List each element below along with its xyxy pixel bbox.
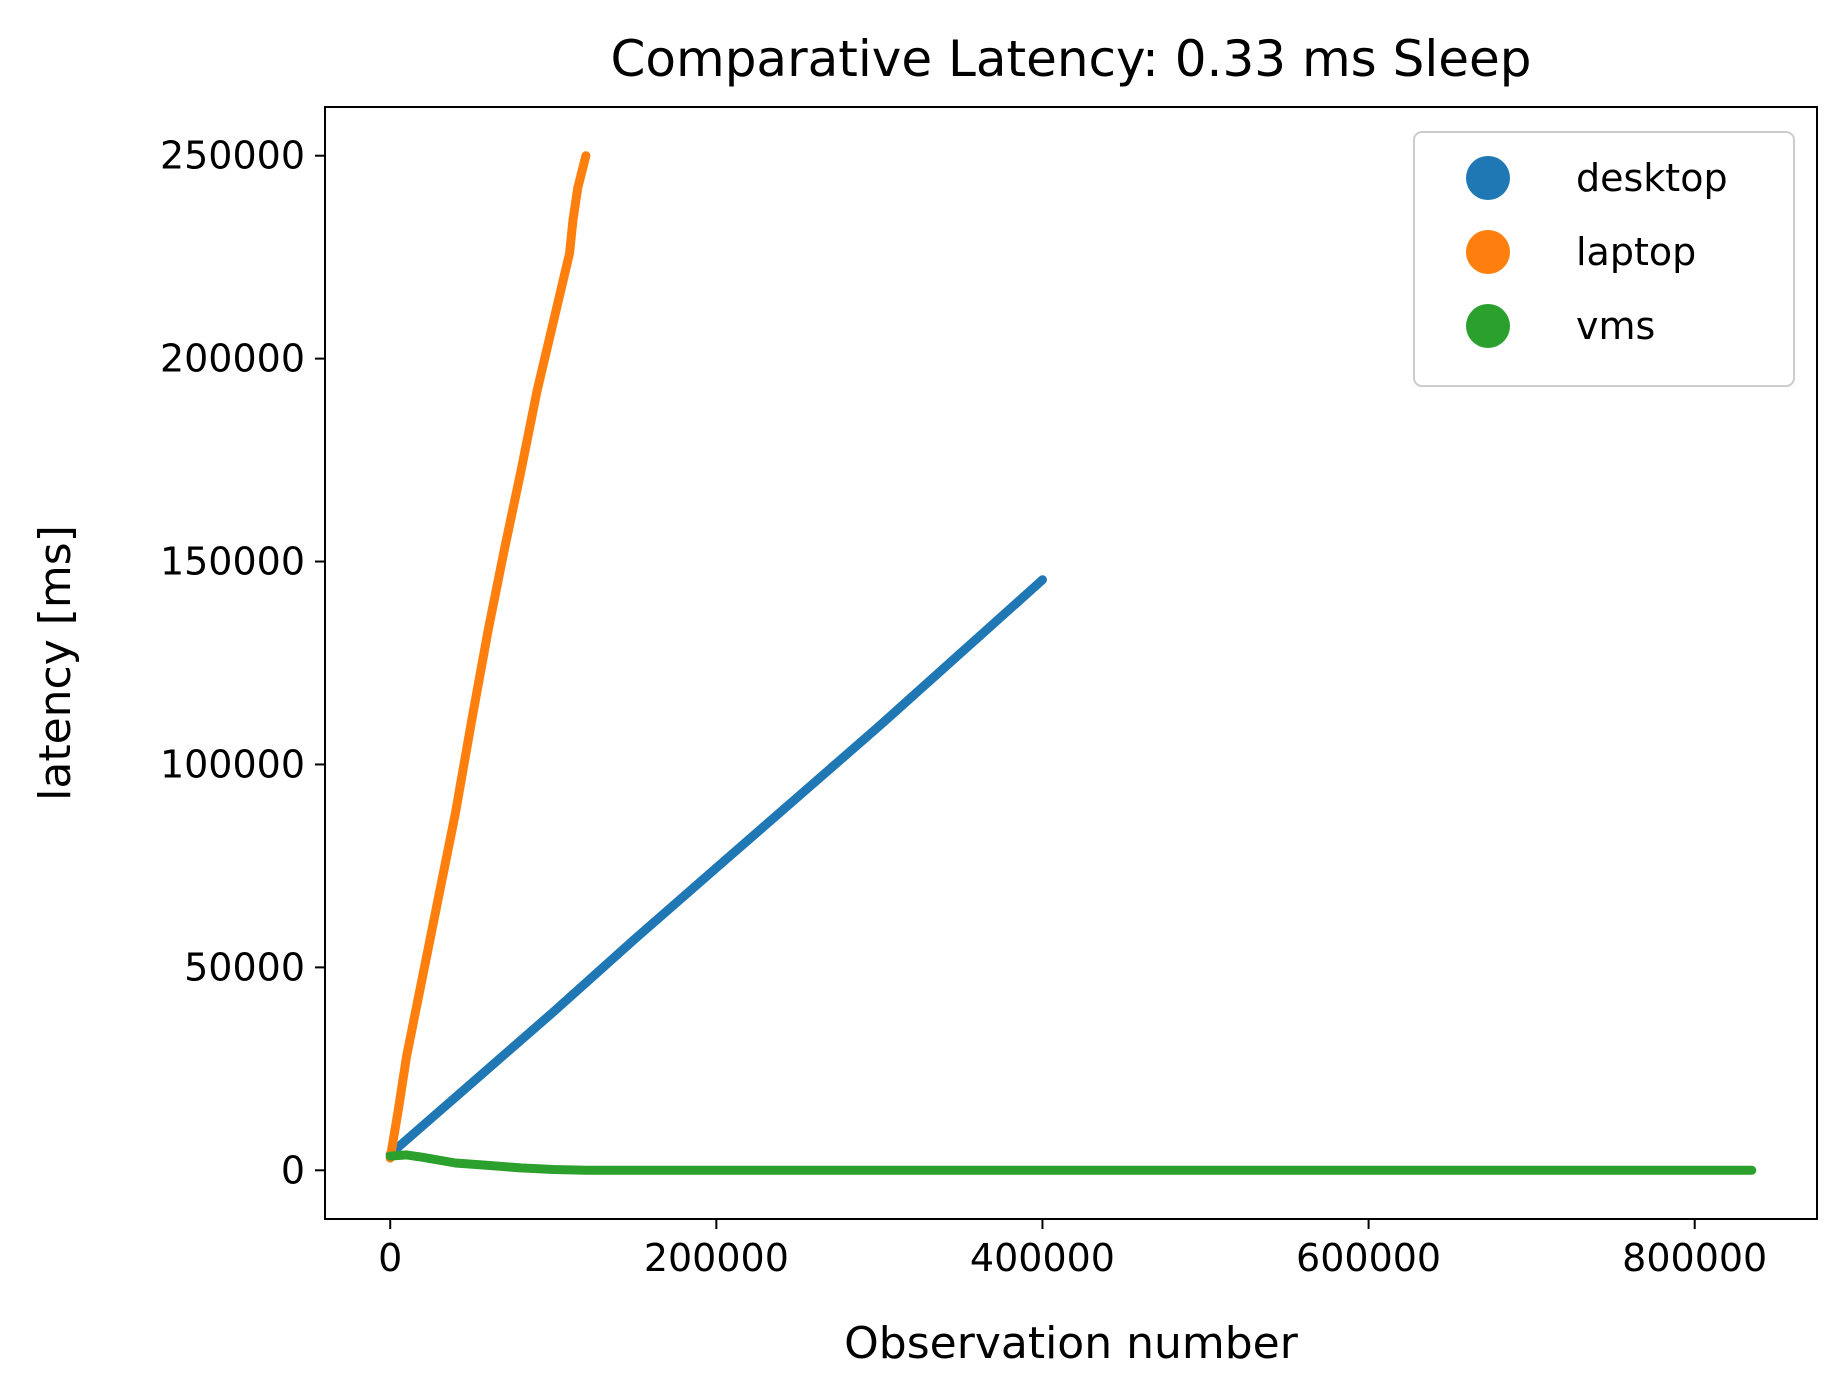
y-tick-label: 100000 bbox=[160, 742, 305, 786]
x-tick-label: 400000 bbox=[970, 1236, 1115, 1280]
y-tick-label: 0 bbox=[281, 1148, 305, 1192]
axes: 0 200000 400000 600000 800000 0 50000 100000 150… bbox=[160, 106, 1818, 1280]
legend: desktop laptop vms bbox=[1413, 131, 1795, 387]
x-tick-label: 0 bbox=[378, 1236, 402, 1280]
legend-marker-desktop bbox=[1466, 156, 1510, 200]
legend-label-vms: vms bbox=[1576, 304, 1655, 348]
legend-marker-laptop bbox=[1466, 230, 1510, 274]
x-tick-label: 600000 bbox=[1296, 1236, 1441, 1280]
axes-frame bbox=[324, 106, 1818, 1220]
series-vms bbox=[385, 1150, 1757, 1175]
legend-label-laptop: laptop bbox=[1576, 230, 1696, 274]
plot-area bbox=[385, 151, 1757, 1175]
y-tick-label: 200000 bbox=[160, 337, 305, 381]
x-tick-label: 200000 bbox=[644, 1236, 789, 1280]
series-laptop bbox=[385, 151, 591, 1163]
series-desktop bbox=[385, 575, 1047, 1159]
y-axis-label: latency [ms] bbox=[30, 525, 81, 801]
y-tick-label: 50000 bbox=[184, 945, 305, 989]
y-tick-label: 150000 bbox=[160, 540, 305, 584]
x-axis-label: Observation number bbox=[844, 1318, 1299, 1369]
legend-marker-vms bbox=[1466, 304, 1510, 348]
y-tick-label: 250000 bbox=[160, 134, 305, 178]
chart-title: Comparative Latency: 0.33 ms Sleep bbox=[610, 30, 1531, 88]
legend-label-desktop: desktop bbox=[1576, 156, 1728, 200]
x-tick-label: 800000 bbox=[1622, 1236, 1767, 1280]
